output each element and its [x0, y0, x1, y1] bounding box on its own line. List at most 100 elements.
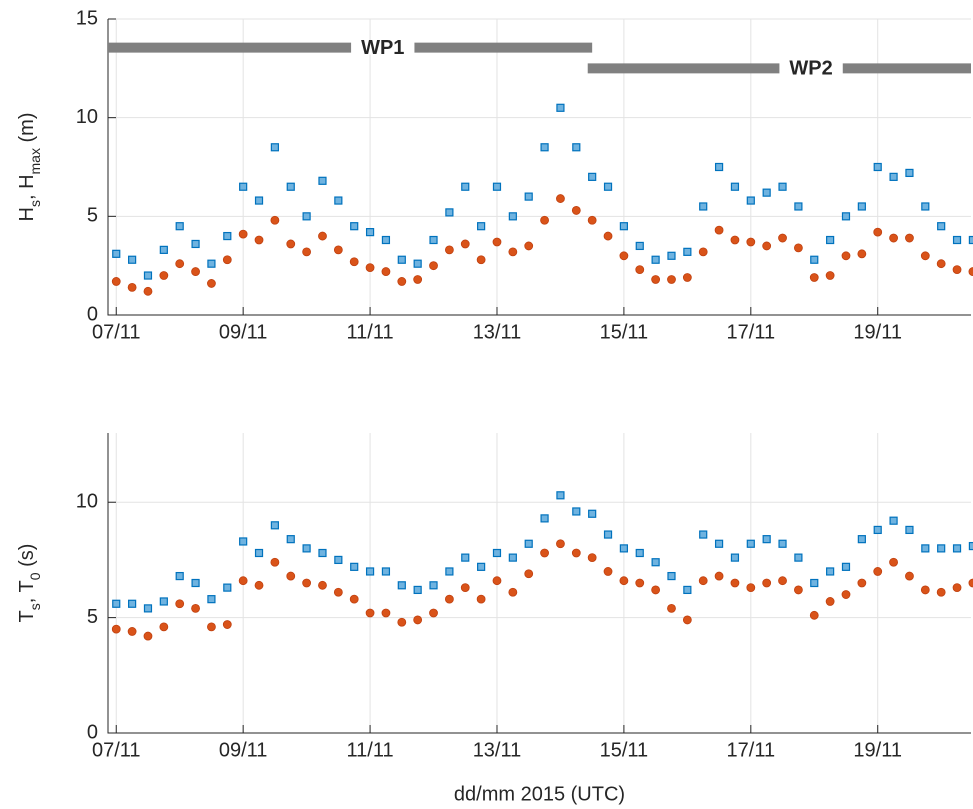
point [270, 557, 280, 567]
axis-line [107, 19, 971, 316]
point [920, 585, 930, 595]
point [714, 162, 724, 172]
y-tick-label: 0 [87, 721, 98, 743]
point [730, 578, 740, 588]
point [841, 562, 851, 571]
point [826, 235, 835, 245]
point [207, 595, 216, 604]
point [540, 514, 549, 523]
point [920, 251, 930, 261]
y-label-text: , T [16, 580, 38, 603]
point [143, 271, 153, 280]
point [857, 249, 867, 259]
point [952, 544, 962, 553]
point [429, 608, 438, 618]
point [730, 182, 740, 191]
y-label-text: (m) [16, 112, 38, 148]
point [191, 603, 200, 613]
point [778, 576, 787, 586]
point [445, 208, 454, 217]
point [635, 241, 644, 251]
period-label-bg [779, 61, 843, 76]
point [143, 631, 153, 641]
point [492, 182, 502, 191]
x-tick-label: 09/11 [219, 321, 268, 343]
point [429, 261, 438, 271]
point [238, 229, 248, 239]
point [936, 587, 946, 597]
x-tick-label: 13/11 [473, 321, 522, 343]
point [318, 548, 327, 558]
point [699, 202, 708, 211]
point [937, 544, 946, 553]
point [175, 599, 185, 609]
y-axis-label: Hs, Hmax (m) [16, 112, 42, 221]
x-tick-label: 07/11 [92, 321, 141, 343]
point [762, 188, 771, 197]
point [556, 194, 565, 203]
y-label-text: , H [16, 174, 38, 200]
point [714, 225, 724, 235]
point [175, 259, 185, 269]
point [857, 578, 867, 588]
point [794, 243, 803, 253]
point [667, 603, 676, 613]
point [111, 277, 121, 286]
point [810, 255, 819, 264]
point [270, 215, 280, 225]
point [381, 567, 391, 576]
point [191, 267, 200, 276]
point [921, 202, 930, 211]
point [254, 196, 264, 205]
point [175, 222, 184, 231]
point [651, 585, 661, 595]
point [572, 143, 581, 152]
y-axis-label: Ts, T0 (s) [16, 544, 42, 623]
point [143, 604, 153, 613]
point [778, 182, 787, 191]
point [460, 239, 470, 249]
point [270, 143, 279, 152]
point [682, 615, 692, 625]
series [111, 539, 973, 641]
point [968, 578, 973, 588]
point [810, 578, 819, 588]
point [667, 571, 676, 581]
point [826, 567, 835, 576]
point [381, 235, 391, 245]
point [524, 192, 533, 201]
point [540, 215, 549, 225]
point [238, 576, 248, 586]
point [540, 143, 549, 152]
point [239, 182, 248, 191]
point [635, 548, 644, 558]
point [556, 539, 565, 549]
point [889, 516, 898, 525]
point [397, 255, 406, 264]
point [222, 620, 232, 629]
point [444, 594, 454, 604]
point [223, 231, 232, 241]
y-label-subscript: s [27, 200, 43, 207]
point [302, 578, 312, 588]
point [825, 271, 835, 280]
x-axis-label: dd/mm 2015 (UTC) [454, 783, 625, 805]
point [429, 581, 438, 590]
point [492, 548, 502, 558]
y-label-text: H [16, 207, 38, 221]
y-tick-label: 10 [76, 491, 98, 513]
point [683, 247, 692, 256]
point [254, 235, 264, 245]
point [651, 275, 661, 284]
point [905, 571, 914, 581]
point [476, 255, 486, 265]
point [746, 539, 755, 548]
point [349, 257, 359, 267]
point [365, 567, 375, 576]
point [873, 162, 882, 172]
point [619, 576, 629, 586]
point [698, 247, 708, 257]
point [365, 608, 375, 618]
point [111, 624, 121, 634]
